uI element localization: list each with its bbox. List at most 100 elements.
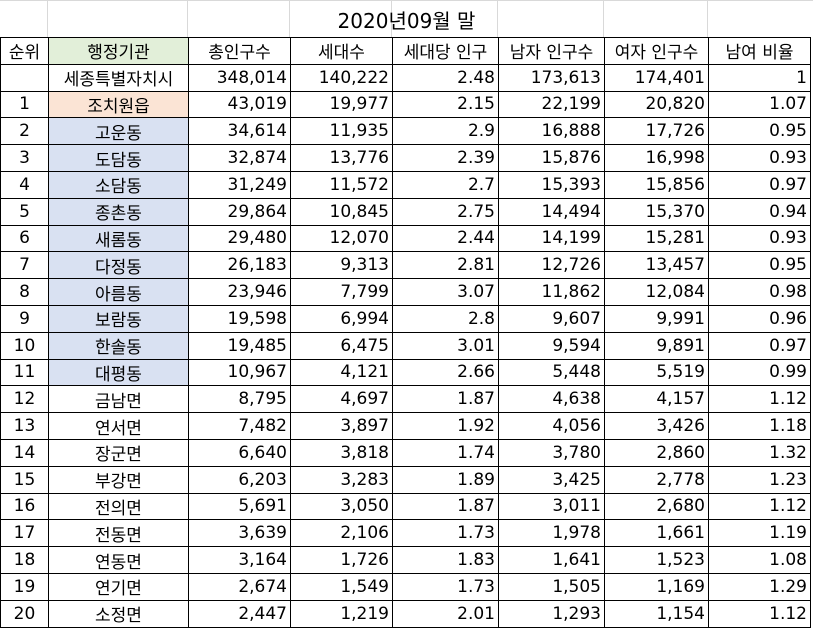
header-rank[interactable]: 순위 — [0, 37, 49, 65]
male-cell[interactable]: 12,726 — [498, 251, 605, 280]
ratio-cell[interactable]: 0.99 — [708, 358, 811, 387]
ratio-cell[interactable]: 1.12 — [708, 599, 811, 628]
households-cell[interactable]: 3,050 — [290, 492, 393, 521]
ratio-cell[interactable]: 0.98 — [708, 278, 811, 306]
rank-cell[interactable]: 5 — [0, 197, 49, 226]
male-cell[interactable]: 11,862 — [498, 278, 605, 306]
households-cell[interactable]: 2,106 — [290, 519, 393, 548]
female-cell[interactable]: 15,281 — [604, 224, 709, 253]
per-household-cell[interactable]: 1.73 — [392, 519, 499, 548]
ratio-cell[interactable]: 1.12 — [708, 492, 811, 521]
ratio-cell[interactable]: 0.96 — [708, 304, 811, 333]
rank-cell[interactable]: 20 — [0, 599, 49, 628]
households-cell[interactable]: 6,475 — [290, 331, 393, 360]
population-cell[interactable]: 8,795 — [188, 385, 291, 414]
rank-cell[interactable]: 17 — [0, 519, 49, 548]
per-household-cell[interactable]: 2.75 — [392, 197, 499, 226]
per-household-cell[interactable]: 1.89 — [392, 465, 499, 494]
sheet-title[interactable]: 2020년09월 말 — [337, 9, 476, 33]
per-household-cell[interactable]: 2.39 — [392, 144, 499, 172]
per-household-cell[interactable]: 1.73 — [392, 572, 499, 601]
population-cell[interactable]: 6,203 — [188, 465, 291, 494]
households-cell[interactable]: 6,994 — [290, 304, 393, 333]
female-cell[interactable]: 12,084 — [604, 278, 709, 306]
rank-cell[interactable]: 18 — [0, 546, 49, 574]
population-cell[interactable]: 29,480 — [188, 224, 291, 253]
rank-cell[interactable]: 2 — [0, 117, 49, 146]
households-cell[interactable]: 3,818 — [290, 438, 393, 467]
org-cell[interactable]: 연동면 — [48, 546, 189, 574]
rank-cell[interactable]: 1 — [0, 90, 49, 119]
population-cell[interactable]: 5,691 — [188, 492, 291, 521]
per-household-cell[interactable]: 2.48 — [392, 63, 499, 92]
households-cell[interactable]: 3,283 — [290, 465, 393, 494]
female-cell[interactable]: 1,523 — [604, 546, 709, 574]
male-cell[interactable]: 22,199 — [498, 90, 605, 119]
per-household-cell[interactable]: 1.92 — [392, 412, 499, 440]
org-cell[interactable]: 소정면 — [48, 599, 189, 628]
per-household-cell[interactable]: 2.44 — [392, 224, 499, 253]
org-cell[interactable]: 대평동 — [48, 358, 189, 387]
per-household-cell[interactable]: 1.83 — [392, 546, 499, 574]
org-cell[interactable]: 부강면 — [48, 465, 189, 494]
org-cell[interactable]: 연서면 — [48, 412, 189, 440]
org-cell[interactable]: 종촌동 — [48, 197, 189, 226]
population-cell[interactable]: 34,614 — [188, 117, 291, 146]
org-cell[interactable]: 전의면 — [48, 492, 189, 521]
per-household-cell[interactable]: 2.81 — [392, 251, 499, 280]
per-household-cell[interactable]: 1.87 — [392, 385, 499, 414]
female-cell[interactable]: 20,820 — [604, 90, 709, 119]
female-cell[interactable]: 174,401 — [604, 63, 709, 92]
households-cell[interactable]: 10,845 — [290, 197, 393, 226]
org-cell[interactable]: 한솔동 — [48, 331, 189, 360]
ratio-cell[interactable]: 0.95 — [708, 117, 811, 146]
rank-cell[interactable]: 13 — [0, 412, 49, 440]
rank-cell[interactable]: 7 — [0, 251, 49, 280]
org-cell[interactable]: 고운동 — [48, 117, 189, 146]
org-cell[interactable]: 새롬동 — [48, 224, 189, 253]
female-cell[interactable]: 9,891 — [604, 331, 709, 360]
rank-cell[interactable]: 10 — [0, 331, 49, 360]
ratio-cell[interactable]: 1 — [708, 63, 811, 92]
header-per-household[interactable]: 세대당 인구 — [392, 37, 499, 65]
per-household-cell[interactable]: 2.8 — [392, 304, 499, 333]
households-cell[interactable]: 4,697 — [290, 385, 393, 414]
rank-cell[interactable]: 4 — [0, 170, 49, 199]
org-cell[interactable]: 다정동 — [48, 251, 189, 280]
population-cell[interactable]: 32,874 — [188, 144, 291, 172]
households-cell[interactable]: 13,776 — [290, 144, 393, 172]
households-cell[interactable]: 7,799 — [290, 278, 393, 306]
households-cell[interactable]: 3,897 — [290, 412, 393, 440]
rank-cell[interactable]: 11 — [0, 358, 49, 387]
ratio-cell[interactable]: 1.29 — [708, 572, 811, 601]
rank-cell[interactable]: 15 — [0, 465, 49, 494]
male-cell[interactable]: 5,448 — [498, 358, 605, 387]
population-cell[interactable]: 3,639 — [188, 519, 291, 548]
org-cell[interactable]: 장군면 — [48, 438, 189, 467]
households-cell[interactable]: 140,222 — [290, 63, 393, 92]
header-male[interactable]: 남자 인구수 — [498, 37, 605, 65]
per-household-cell[interactable]: 2.66 — [392, 358, 499, 387]
population-cell[interactable]: 6,640 — [188, 438, 291, 467]
population-cell[interactable]: 7,482 — [188, 412, 291, 440]
male-cell[interactable]: 173,613 — [498, 63, 605, 92]
female-cell[interactable]: 16,998 — [604, 144, 709, 172]
male-cell[interactable]: 3,011 — [498, 492, 605, 521]
population-cell[interactable]: 23,946 — [188, 278, 291, 306]
female-cell[interactable]: 5,519 — [604, 358, 709, 387]
population-cell[interactable]: 2,674 — [188, 572, 291, 601]
per-household-cell[interactable]: 1.74 — [392, 438, 499, 467]
population-cell[interactable]: 26,183 — [188, 251, 291, 280]
male-cell[interactable]: 14,494 — [498, 197, 605, 226]
population-cell[interactable]: 43,019 — [188, 90, 291, 119]
male-cell[interactable]: 3,780 — [498, 438, 605, 467]
ratio-cell[interactable]: 1.12 — [708, 385, 811, 414]
male-cell[interactable]: 1,293 — [498, 599, 605, 628]
households-cell[interactable]: 1,219 — [290, 599, 393, 628]
per-household-cell[interactable]: 2.9 — [392, 117, 499, 146]
ratio-cell[interactable]: 0.97 — [708, 170, 811, 199]
per-household-cell[interactable]: 1.87 — [392, 492, 499, 521]
header-org[interactable]: 행정기관 — [48, 37, 189, 65]
ratio-cell[interactable]: 0.97 — [708, 331, 811, 360]
female-cell[interactable]: 17,726 — [604, 117, 709, 146]
